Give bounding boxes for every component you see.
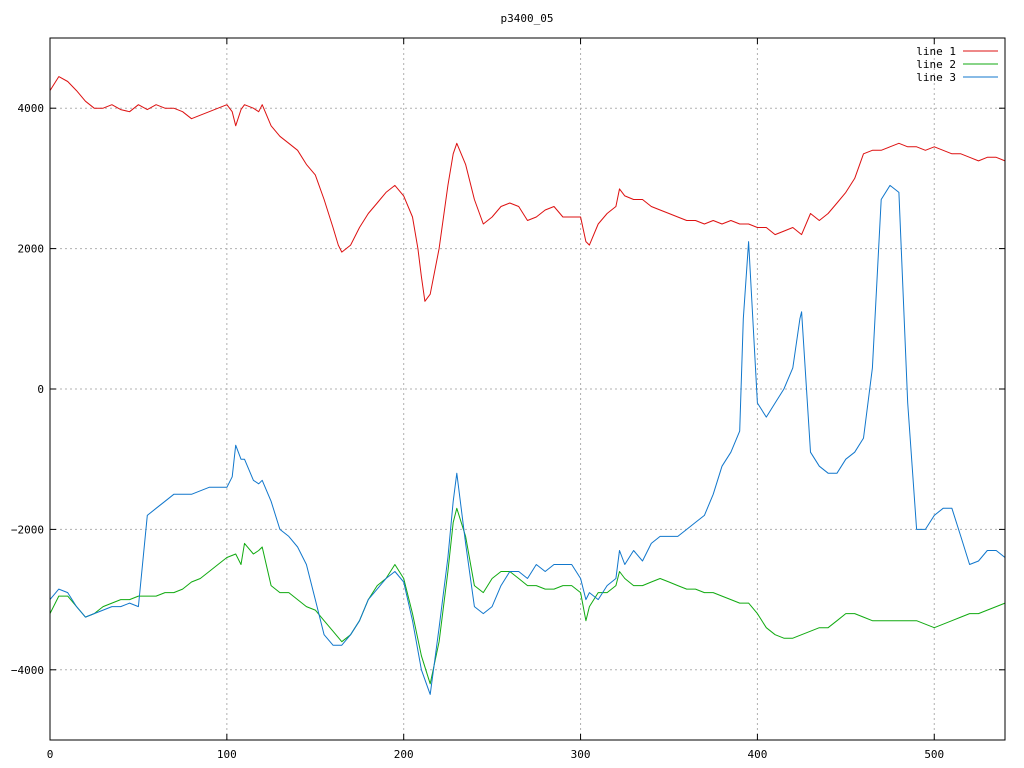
legend-label-2: line 2	[916, 58, 956, 71]
x-tick-label: 400	[747, 748, 767, 761]
y-tick-label: 0	[37, 383, 44, 396]
x-tick-label: 100	[217, 748, 237, 761]
legend-label-1: line 1	[916, 45, 956, 58]
series-line-3	[49, 184, 1006, 695]
y-tick-label: −4000	[11, 664, 44, 677]
plot-series	[49, 76, 1006, 695]
series-line-1	[49, 76, 1006, 302]
x-tick-label: 300	[571, 748, 591, 761]
x-tick-label: 0	[47, 748, 54, 761]
axis-ticks: 0 100 200 300 400 500 −4000 −2000 0 2000 4000	[11, 38, 1005, 761]
y-tick-label: 4000	[18, 102, 45, 115]
x-tick-label: 200	[394, 748, 414, 761]
x-tick-label: 500	[924, 748, 944, 761]
y-tick-label: 2000	[18, 243, 45, 256]
y-tick-label: −2000	[11, 523, 44, 536]
chart-title: p3400_05	[501, 12, 554, 25]
series-line-2	[49, 507, 1006, 685]
legend-label-3: line 3	[916, 71, 956, 84]
grid	[50, 38, 1005, 740]
